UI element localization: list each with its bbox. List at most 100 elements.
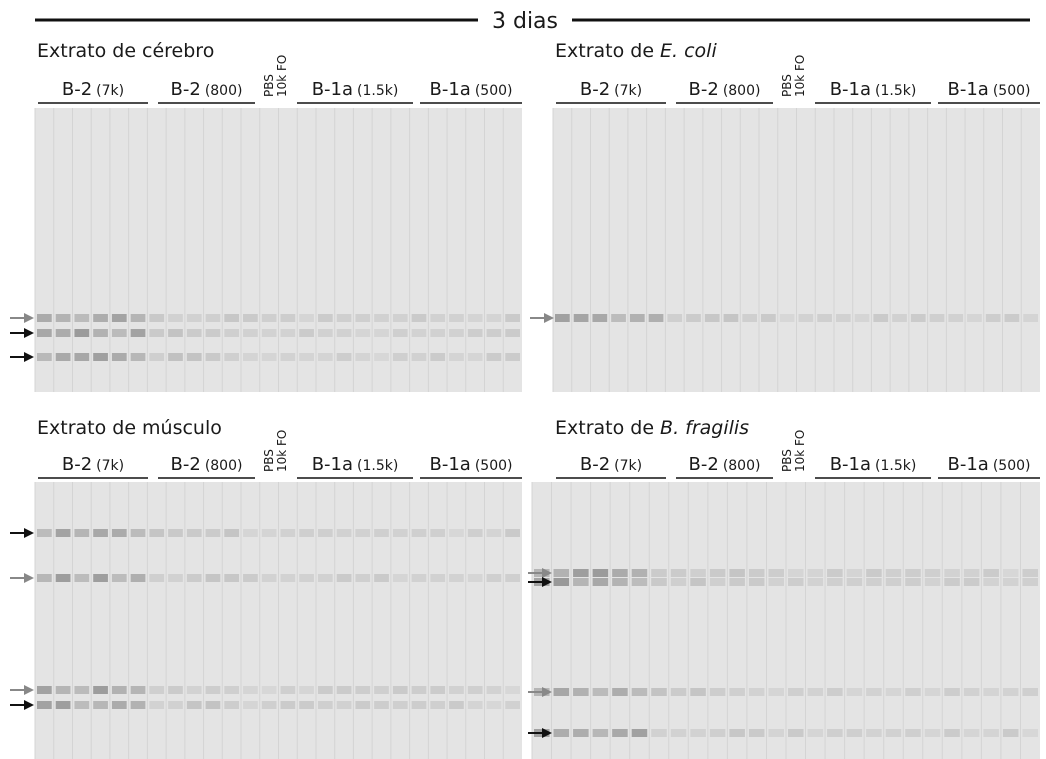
band [261,314,277,322]
band [111,574,127,582]
group-note: (500) [993,83,1031,99]
control-label: 10k FO [275,430,289,472]
band [411,529,427,537]
band [631,688,648,696]
arrow-head [544,313,554,323]
band [631,729,648,737]
band [55,329,71,337]
band [93,701,108,709]
band [186,353,202,361]
control-label: 10k FO [793,430,807,472]
band [817,314,832,322]
lane-group-label: B-1a (1.5k) [312,454,399,475]
band [93,329,108,337]
band [651,569,667,577]
band [592,569,609,577]
band [205,329,221,337]
band [299,314,314,322]
band [924,688,941,696]
band [74,353,90,361]
band [336,701,352,709]
band [670,569,687,577]
band [704,314,720,322]
band [648,314,664,322]
band [651,688,667,696]
band [944,688,960,696]
title-subject: cérebro [142,40,214,62]
band [631,569,648,577]
band [224,314,240,322]
band [224,701,240,709]
group-name: B-1a [430,79,471,100]
band [280,686,296,694]
lane-group-label: B-1a (500) [430,454,513,475]
group-note: (800) [723,83,761,99]
band [130,314,146,322]
band [449,529,464,537]
band [670,729,687,737]
band [612,569,628,577]
band [729,578,745,586]
band [149,574,165,582]
band [944,569,960,577]
band [873,314,889,322]
band [768,688,784,696]
band [186,701,202,709]
group-name: B-1a [830,79,871,100]
arrow-head [24,528,34,538]
band [854,314,870,322]
band [336,686,352,694]
band [37,701,52,709]
band [768,569,784,577]
band [670,688,687,696]
band [486,329,502,337]
band [317,353,333,361]
band [798,314,814,322]
band [37,574,52,582]
group-note: (1.5k) [875,458,916,474]
band [1022,729,1038,737]
band [905,569,921,577]
band [967,314,982,322]
band [690,569,706,577]
lane-group-label: B-2 (7k) [580,454,642,475]
band [866,569,882,577]
band [374,353,389,361]
band [336,529,352,537]
band [905,729,921,737]
band [74,314,90,322]
band [317,529,333,537]
band [985,314,1001,322]
arrow-head [542,687,552,697]
band [111,353,127,361]
band [37,314,52,322]
band [742,314,758,322]
band [748,569,765,577]
band [411,329,427,337]
band [430,314,446,322]
band [299,529,314,537]
band [74,529,90,537]
band [612,578,628,586]
band [336,353,352,361]
band [611,314,626,322]
band [807,729,824,737]
band [430,329,446,337]
band [74,701,90,709]
control-label: PBS [780,74,794,97]
band [467,701,483,709]
band [449,686,464,694]
band [205,353,221,361]
group-note: (7k) [614,458,642,474]
band [866,688,882,696]
band [430,574,446,582]
band [224,329,240,337]
band [631,578,648,586]
group-name: B-2 [580,79,610,100]
band [768,729,784,737]
group-name: B-2 [62,79,92,100]
band [243,686,258,694]
band [690,578,706,586]
band [467,686,483,694]
band [768,578,784,586]
